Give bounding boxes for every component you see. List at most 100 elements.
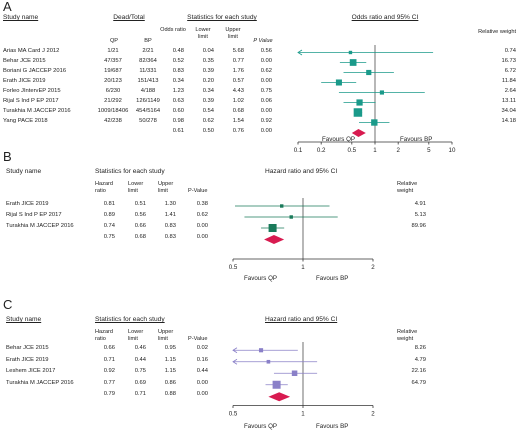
favours-left-label: Favours QP: [244, 423, 278, 430]
cell-qp: 1/21: [107, 48, 119, 54]
header-study-name: Study name: [3, 14, 39, 21]
cell-p: 0.92: [260, 118, 272, 124]
cell-effect: 0.81: [103, 201, 115, 207]
cell-qp: 21/292: [104, 98, 122, 104]
header-dead-total: Dead/Total: [113, 14, 145, 21]
cell-lower: 0.34: [202, 88, 214, 94]
ci-arrow-left: [297, 49, 303, 56]
cell-lower: 0.39: [202, 98, 214, 104]
effect-marker: [266, 359, 271, 364]
summary-cell-lower: 0.50: [202, 128, 214, 134]
cell-upper: 1.41: [164, 212, 176, 218]
effect-marker: [349, 59, 357, 66]
x-tick-label: 2: [371, 264, 375, 271]
header-statistics: Statistics for each study: [95, 168, 165, 175]
cell-weight: 4.79: [414, 356, 426, 363]
panel-letter: A: [3, 0, 12, 14]
subheader-p: P-Value: [188, 188, 208, 194]
summary-cell-p: 0.00: [196, 234, 208, 240]
header-study-name: Study name: [6, 316, 42, 323]
study-name: Forleo JIntervEP 2015: [3, 88, 61, 94]
cell-p: 0.00: [260, 58, 272, 64]
header-statistics: Statistics for each study: [187, 14, 257, 21]
cell-bp: 50/278: [139, 118, 157, 124]
summary-cell-lower: 0.71: [134, 391, 146, 397]
effect-marker: [348, 50, 353, 55]
cell-effect: 0.98: [172, 118, 184, 124]
cell-weight: 89.96: [411, 223, 426, 229]
study-name: Behar JCE 2015: [6, 345, 49, 351]
x-tick-label: 10: [449, 147, 456, 154]
study-name: Arias MA Card J 2012: [3, 48, 60, 54]
header-relative-weight: Relative weight: [397, 181, 418, 194]
cell-lower: 0.20: [202, 78, 214, 84]
cell-lower: 0.51: [134, 201, 146, 207]
cell-effect: 0.66: [103, 345, 115, 351]
cell-effect: 0.77: [103, 379, 115, 386]
summary-diamond: [351, 129, 366, 137]
effect-marker: [371, 119, 378, 126]
cell-p: 0.75: [260, 88, 272, 94]
cell-upper: 0.57: [232, 78, 244, 84]
cell-lower: 0.39: [202, 68, 214, 74]
cell-weight: 2.64: [504, 88, 516, 94]
cell-effect: 0.74: [103, 223, 115, 229]
panel-letter: B: [3, 149, 12, 164]
cell-upper: 0.77: [232, 58, 244, 64]
x-tick-label: 2: [396, 147, 400, 154]
cell-p: 0.62: [260, 68, 272, 74]
study-name: Turakhia M JACCEP 2016: [3, 108, 71, 114]
header-relative-weight: Relative weight: [397, 329, 418, 342]
cell-bp: 126/1149: [136, 98, 160, 104]
panel-a: A Study name Dead/Total Statistics for e…: [0, 0, 520, 154]
cell-weight: 0.74: [504, 48, 516, 54]
summary-diamond: [268, 392, 291, 402]
cell-qp: 1009/18406: [97, 108, 129, 114]
cell-upper: 1.76: [232, 68, 244, 74]
cell-upper: 1.15: [164, 356, 176, 363]
cell-qp: 19/687: [104, 68, 122, 74]
summary-cell-upper: 0.83: [164, 234, 176, 240]
cell-p: 0.16: [196, 356, 208, 363]
cell-p: 0.38: [196, 201, 208, 207]
cell-upper: 4.43: [232, 88, 244, 94]
effect-marker: [280, 204, 284, 208]
effect-marker: [356, 99, 363, 106]
effect-marker: [268, 224, 277, 232]
header-statistics: Statistics for each study: [95, 316, 165, 323]
cell-effect: 0.48: [172, 48, 184, 54]
cell-p: 0.00: [196, 223, 208, 229]
cell-weight: 13.11: [501, 98, 516, 104]
cell-lower: 0.56: [134, 212, 146, 218]
summary-cell-effect: 0.61: [172, 128, 184, 134]
panel-letter: C: [3, 297, 13, 312]
cell-p: 0.62: [196, 212, 208, 218]
cell-upper: 1.02: [232, 98, 244, 104]
favours-right-label: Favours BP: [400, 136, 433, 143]
cell-lower: 0.62: [202, 118, 214, 124]
study-name: Erath JICE 2019: [6, 356, 49, 363]
cell-weight: 6.72: [504, 68, 516, 74]
cell-lower: 0.54: [202, 108, 214, 114]
cell-upper: 0.95: [164, 345, 176, 351]
cell-bp: 151/413: [137, 78, 159, 84]
ci-arrow-left: [232, 358, 238, 365]
header-ci: Odds ratio and 95% CI: [351, 14, 419, 21]
study-name: Turakhia M JACCEP 2016: [6, 379, 74, 386]
cell-effect: 0.63: [172, 98, 184, 104]
study-name: Behar JCE 2015: [3, 58, 46, 64]
cell-qp: 42/238: [104, 118, 122, 124]
cell-weight: 64.79: [411, 379, 426, 386]
cell-p: 0.56: [260, 48, 272, 54]
cell-weight: 16.73: [501, 58, 516, 64]
cell-p: 0.44: [196, 368, 208, 374]
subheader-lower: Lower limit: [128, 181, 144, 194]
subheader-p: P Value: [253, 38, 273, 44]
cell-weight: 5.13: [414, 212, 426, 218]
cell-lower: 0.46: [134, 345, 146, 351]
cell-p: 0.02: [196, 345, 208, 351]
effect-marker: [335, 79, 342, 86]
cell-effect: 0.83: [172, 68, 184, 74]
subheader-upper: Upper limit: [158, 329, 174, 342]
x-tick-label: 1: [373, 147, 377, 154]
